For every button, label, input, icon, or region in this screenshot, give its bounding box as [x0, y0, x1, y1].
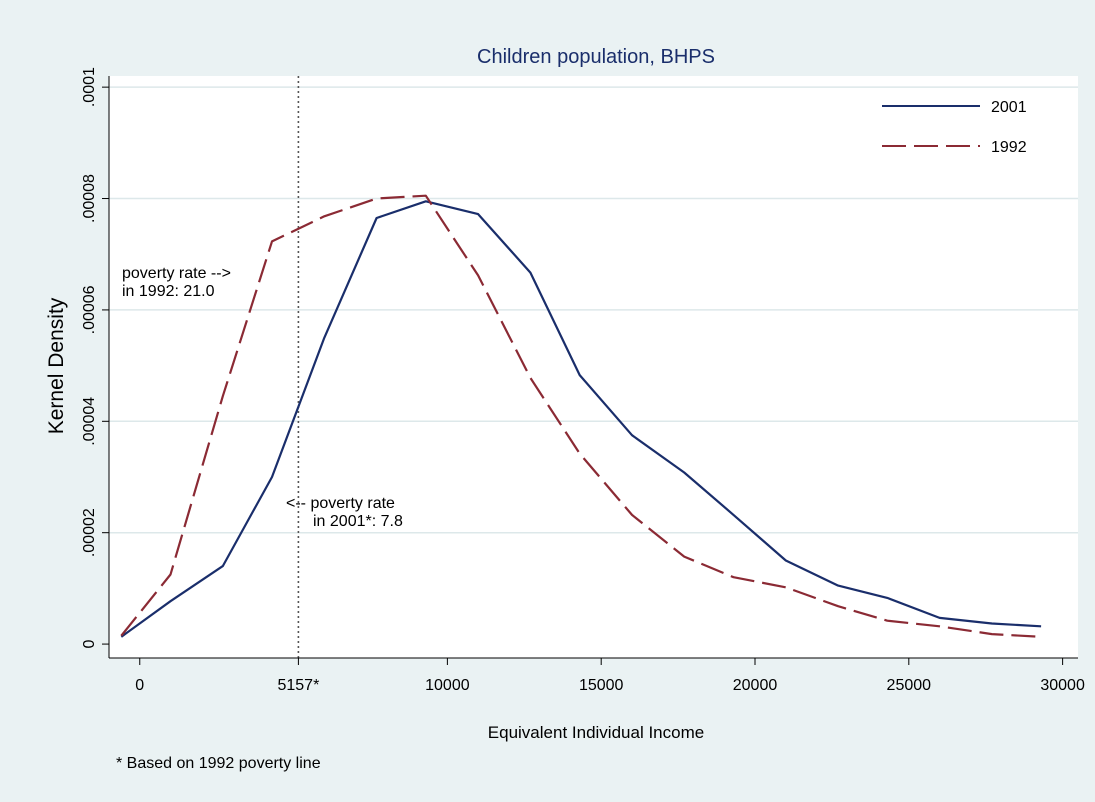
- x-tick-label-5: 25000: [887, 677, 932, 694]
- annotation-1992-line2: in 1992: 21.0: [122, 283, 215, 300]
- x-tick-label-3: 15000: [579, 677, 624, 694]
- y-tick-label-0: 0: [81, 640, 98, 649]
- x-tick-label-1: 5157*: [277, 677, 319, 694]
- series-layer: [120, 194, 1042, 638]
- series-1992-line: [120, 194, 1042, 638]
- axes: [108, 76, 1078, 659]
- x-axis-title: Equivalent Individual Income: [488, 723, 704, 742]
- y-tick-label-4: .00008: [81, 174, 98, 223]
- grid-lines: [109, 86, 1078, 534]
- y-tick-label-5: .0001: [81, 67, 98, 107]
- legend: 2001 1992: [882, 99, 1027, 156]
- x-tick-label-4: 20000: [733, 677, 778, 694]
- y-axis-title: Kernel Density: [45, 297, 68, 434]
- annotation-2001-line2: in 2001*: 7.8: [313, 513, 403, 530]
- x-tick-label-0: 0: [135, 677, 144, 694]
- series-2001-line: [120, 200, 1042, 638]
- annotation-2001: <-- poverty rate in 2001*: 7.8: [286, 495, 403, 530]
- annotation-1992: poverty rate --> in 1992: 21.0: [122, 265, 231, 300]
- y-tick-label-1: .00002: [81, 508, 98, 557]
- y-ticks: 0 .00002 .00004 .00006 .00008 .0001: [81, 67, 109, 649]
- x-ticks: 0 5157* 10000 15000 20000 25000 30000: [135, 658, 1085, 694]
- y-tick-label-2: .00004: [81, 397, 98, 446]
- annotation-1992-line1: poverty rate -->: [122, 265, 231, 282]
- y-tick-label-3: .00006: [81, 285, 98, 334]
- annotation-2001-line1: <-- poverty rate: [286, 495, 395, 512]
- x-tick-label-2: 10000: [425, 677, 470, 694]
- legend-label-2001: 2001: [991, 99, 1027, 116]
- footnote: * Based on 1992 poverty line: [116, 755, 321, 772]
- x-tick-label-6: 30000: [1040, 677, 1085, 694]
- plot-background: [109, 76, 1078, 658]
- chart-title: Children population, BHPS: [477, 46, 715, 68]
- legend-label-1992: 1992: [991, 139, 1027, 156]
